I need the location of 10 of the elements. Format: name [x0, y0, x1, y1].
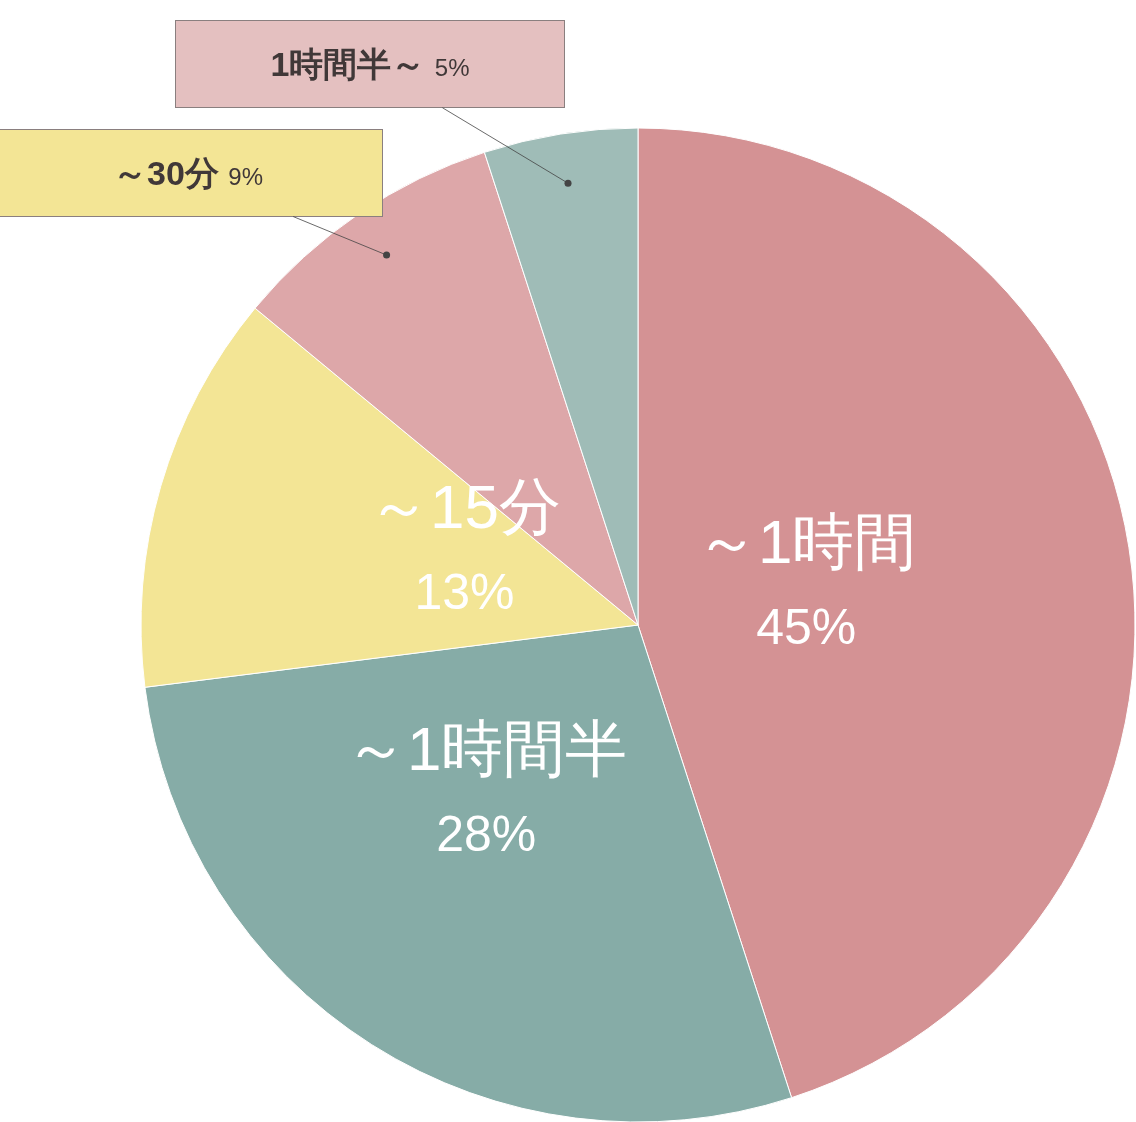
slice-label: 1時間半～ — [270, 45, 426, 83]
data-label: 5% — [434, 54, 470, 81]
data-label: 13% — [414, 563, 515, 620]
data-label: 45% — [756, 598, 857, 655]
slice-label: ～1時間 — [696, 507, 917, 576]
slice-label: ～1時間半 — [345, 714, 628, 783]
slice-label: ～15分 — [368, 472, 561, 541]
data-label: 9% — [228, 163, 263, 190]
slice-label: ～30分 — [113, 154, 219, 192]
data-label: 28% — [436, 805, 537, 862]
